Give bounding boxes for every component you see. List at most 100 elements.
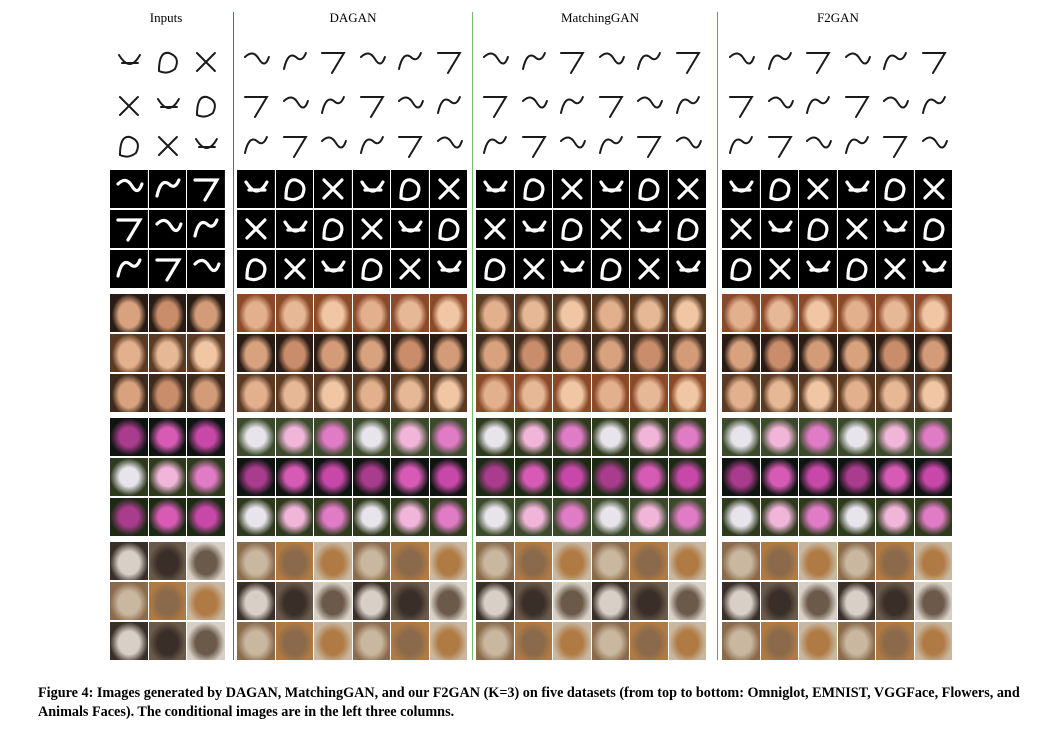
sample-image-glyph-light — [237, 43, 275, 81]
sample-image-flower — [760, 498, 799, 536]
sample-image-glyph-dark — [476, 210, 514, 248]
sample-image-face — [275, 294, 314, 332]
sample-image-flower — [476, 498, 514, 536]
sample-image-animal — [799, 622, 837, 660]
sample-image-flower — [722, 418, 760, 456]
sample-image-face — [314, 294, 352, 332]
sample-image-glyph-dark — [876, 210, 914, 248]
sample-image-glyph-light — [187, 87, 225, 125]
sample-image-glyph-light — [722, 127, 760, 165]
sample-image-glyph-dark — [876, 250, 914, 288]
sample-image-glyph-light — [476, 127, 514, 165]
sample-image-glyph-dark — [514, 170, 553, 208]
sample-image-glyph-dark — [553, 170, 591, 208]
sample-image-animal — [591, 582, 630, 620]
sample-image-glyph-dark — [760, 210, 799, 248]
sample-image-flower — [187, 498, 225, 536]
sample-image-face — [553, 374, 591, 412]
sample-image-glyph-light — [668, 87, 707, 125]
sample-image-flower — [914, 498, 953, 536]
sample-image-face — [110, 334, 148, 372]
sample-image-face — [722, 334, 760, 372]
sample-image-animal — [591, 542, 630, 580]
sample-image-animal — [314, 542, 352, 580]
sample-image-flower — [630, 418, 668, 456]
sample-image-flower — [553, 458, 591, 496]
sample-image-flower — [514, 418, 553, 456]
sample-image-face — [837, 294, 876, 332]
sample-image-face — [275, 374, 314, 412]
sample-image-glyph-dark — [352, 250, 391, 288]
sample-image-animal — [352, 582, 391, 620]
sample-image-glyph-light — [876, 127, 914, 165]
sample-image-glyph-dark — [476, 250, 514, 288]
sample-image-glyph-light — [722, 87, 760, 125]
sample-image-animal — [668, 622, 707, 660]
sample-image-glyph-dark — [391, 250, 429, 288]
sample-image-animal — [876, 582, 914, 620]
sample-image-glyph-light — [352, 87, 391, 125]
sample-image-animal — [275, 542, 314, 580]
sample-image-animal — [148, 582, 187, 620]
sample-image-flower — [914, 418, 953, 456]
sample-image-glyph-dark — [148, 210, 187, 248]
sample-image-flower — [237, 498, 275, 536]
sample-image-glyph-light — [429, 87, 468, 125]
sample-image-flower — [110, 418, 148, 456]
sample-image-glyph-dark — [837, 210, 876, 248]
sample-image-face — [514, 334, 553, 372]
sample-image-flower — [591, 458, 630, 496]
sample-image-glyph-light — [553, 87, 591, 125]
sample-image-glyph-dark — [914, 250, 953, 288]
sample-image-face — [352, 294, 391, 332]
sample-image-glyph-dark — [514, 210, 553, 248]
sample-image-face — [187, 294, 225, 332]
sample-image-animal — [876, 622, 914, 660]
sample-image-glyph-dark — [553, 210, 591, 248]
sample-image-face — [799, 334, 837, 372]
sample-image-animal — [314, 582, 352, 620]
sample-image-animal — [514, 542, 553, 580]
sample-image-glyph-dark — [876, 170, 914, 208]
sample-image-flower — [187, 458, 225, 496]
sample-image-face — [722, 294, 760, 332]
sample-image-animal — [668, 582, 707, 620]
sample-image-animal — [148, 542, 187, 580]
sample-image-glyph-dark — [429, 210, 468, 248]
sample-image-animal — [591, 622, 630, 660]
sample-image-face — [591, 334, 630, 372]
sample-image-glyph-dark — [237, 170, 275, 208]
sample-image-glyph-dark — [799, 250, 837, 288]
sample-image-glyph-light — [630, 87, 668, 125]
sample-image-glyph-dark — [591, 170, 630, 208]
sample-image-animal — [630, 542, 668, 580]
sample-image-flower — [630, 498, 668, 536]
sample-image-face — [553, 294, 591, 332]
sample-image-glyph-light — [837, 43, 876, 81]
sample-image-animal — [837, 542, 876, 580]
sample-image-animal — [275, 622, 314, 660]
sample-image-glyph-dark — [799, 210, 837, 248]
sample-image-animal — [799, 582, 837, 620]
sample-image-flower — [799, 458, 837, 496]
sample-image-glyph-dark — [914, 210, 953, 248]
sample-image-animal — [553, 582, 591, 620]
sample-image-glyph-dark — [760, 170, 799, 208]
sample-image-flower — [514, 498, 553, 536]
sample-image-flower — [591, 498, 630, 536]
sample-image-glyph-light — [799, 43, 837, 81]
sample-image-glyph-light — [591, 87, 630, 125]
sample-image-face — [837, 374, 876, 412]
sample-image-face — [799, 374, 837, 412]
sample-image-face — [352, 374, 391, 412]
sample-image-flower — [148, 418, 187, 456]
sample-image-flower — [110, 498, 148, 536]
sample-image-glyph-dark — [187, 210, 225, 248]
sample-image-flower — [514, 458, 553, 496]
sample-image-glyph-light — [760, 87, 799, 125]
sample-image-glyph-dark — [914, 170, 953, 208]
sample-image-face — [476, 374, 514, 412]
sample-image-glyph-dark — [722, 250, 760, 288]
sample-image-flower — [429, 498, 468, 536]
sample-image-animal — [187, 622, 225, 660]
